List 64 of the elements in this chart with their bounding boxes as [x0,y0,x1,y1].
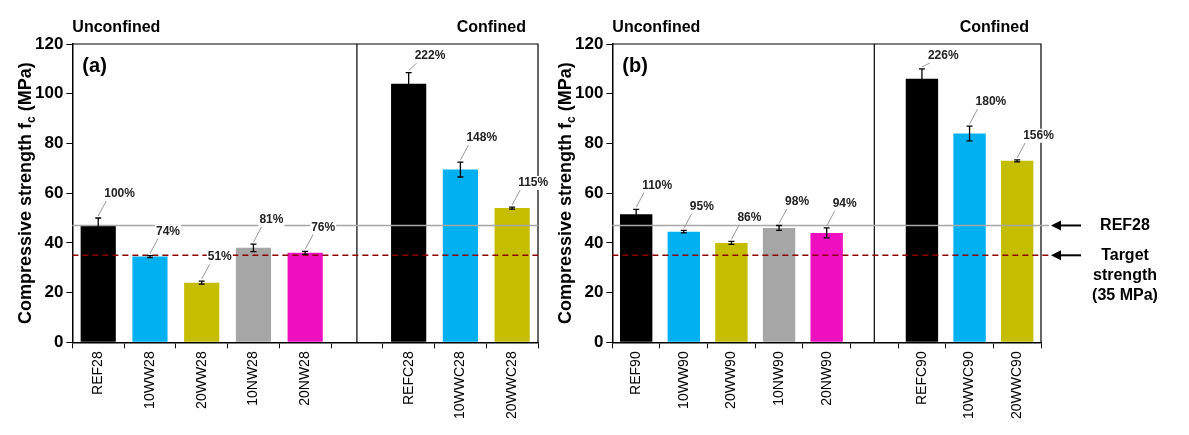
annotation: 110% [642,177,673,192]
y-tick-label: 40 [44,232,64,252]
x-tick-label: 10NW28 [244,351,261,406]
x-tick-label: 20WWC28 [502,351,519,419]
annotation: 76% [311,219,336,234]
y-tick-label: 60 [44,182,64,202]
x-tick-label: 10WWC90 [960,351,977,419]
annotation: 226% [927,48,959,63]
text: Unconfined [612,18,701,36]
y-tick-label: 0 [593,332,604,351]
y-tick-label: 20 [584,282,604,302]
x-tick-label: 20WW28 [192,351,209,409]
bar [235,247,272,342]
text: Confined [959,18,1029,36]
annotation: 148% [466,130,498,145]
x-tick-label: 10WW90 [674,351,691,409]
annotation: 180% [975,94,1007,109]
annotation: 222% [414,48,446,63]
annotation: 115% [518,175,549,190]
x-tick-label: REFC90 [912,351,929,405]
y-tick-label: 120 [574,33,604,53]
y-tick-label: 80 [44,133,64,153]
bar [810,232,843,342]
x-tick-label: 20WW90 [722,351,739,409]
x-tick-label: 10WW28 [140,351,157,409]
bar [494,208,530,342]
bar [715,242,748,342]
bar [1000,160,1034,342]
annotation: 74% [155,223,181,238]
y-tick-label: 0 [53,332,64,351]
y-tick-label: 80 [584,133,604,153]
annotation: (a) [82,53,107,76]
annotation: 95% [689,198,715,213]
bar [287,252,323,342]
bar [953,133,986,342]
ref-line-label: Target strength (35 MPa) [1092,245,1158,303]
y-tick-label: 120 [34,33,64,53]
x-tick-label: REF90 [627,351,644,395]
x-tick-label: REFC28 [399,351,416,405]
bar [667,231,700,342]
text: Unconfined [72,18,161,36]
x-tick-label: 20NW28 [296,351,313,406]
annotation: (b) [622,53,648,76]
x-tick-label: 20WWC90 [1008,351,1025,419]
bar [762,227,796,342]
x-tick-label: 10NW90 [769,351,786,406]
annotation: 94% [832,196,858,211]
y-tick-label: 20 [44,282,64,302]
x-tick-label: 20NW90 [817,351,834,406]
annotation: 51% [207,249,233,264]
annotation: 81% [259,212,284,227]
ref-line-label: REF28 [1100,215,1150,233]
bar [132,256,168,342]
annotation: 98% [785,193,810,208]
x-tick-label: 10WWC28 [451,351,468,419]
bar [442,169,478,342]
bar [184,282,220,342]
x-tick-label: REF28 [89,351,106,395]
y-tick-label: 60 [584,182,604,202]
y-tick-label: 40 [584,232,604,252]
annotation: 156% [1023,128,1055,143]
annotation: 86% [737,209,762,224]
text: Confined [456,18,526,36]
annotation: 100% [104,186,136,201]
